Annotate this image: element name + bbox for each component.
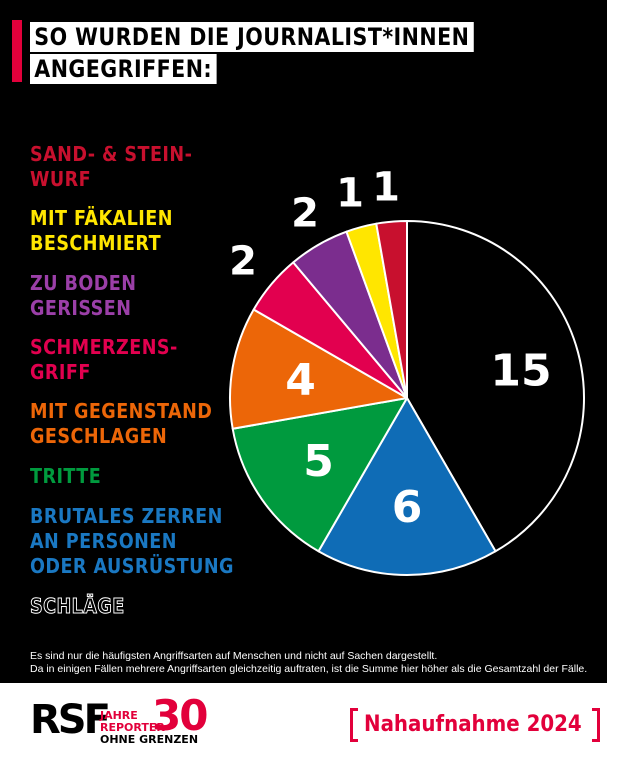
logo-line-3: OHNE GRENZEN [100,733,199,746]
title-line-2: ANGEGRIFFEN: [30,54,217,84]
pie-label-5: 2 [291,190,319,236]
legend-item-5: TRITTE [30,464,101,489]
legend-item-2-line-1: GERISSEN [30,296,132,320]
legend-item-7-line-0: SCHLÄGE [30,594,125,619]
pie-label-6: 1 [336,170,364,216]
legend-item-0: SAND- & STEIN- WURF [30,142,192,192]
nahaufnahme-badge: Nahaufnahme 2024 [350,708,600,742]
footnote-line-2: Da in einigen Fällen mehrere Angriffsart… [30,663,588,675]
pie-slice-1 [317,397,497,576]
logo-line-1: JAHRE [100,709,138,722]
pie-label-2: 5 [303,436,334,487]
pie-slice-7 [375,220,408,399]
pie-slice-2 [231,397,408,553]
pie-label-7: 1 [372,164,400,210]
logo-line-2: REPORTER [100,721,165,734]
footnote: Es sind nur die häufigsten Angriffsarten… [30,650,587,676]
legend-item-2: ZU BODEN GERISSEN [30,271,136,321]
pie-label-4: 2 [229,238,257,284]
legend-item-3-line-1: GRIFF [30,360,91,384]
legend-item-2-line-0: ZU BODEN [30,271,137,295]
legend-item-4-line-0: MIT GEGENSTAND [30,399,213,423]
legend-item-3: SCHMERZENS- GRIFF [30,335,178,385]
legend-item-6: BRUTALES ZERREN AN PERSONEN ODER AUSRÜSTUN… [30,504,234,579]
legend-item-6-line-2: ODER AUSRÜSTUNG [30,554,234,578]
title-accent-bar [12,20,22,82]
rsf-logo: RSF JAHRE REPORTER OHNE GRENZEN 30 [30,691,220,746]
legend-item-0-line-1: WURF [30,167,92,191]
legend-item-4-line-1: GESCHLAGEN [30,424,168,448]
legend-item-7: SCHLÄGE [30,594,125,619]
legend-item-1-line-0: MIT FÄKALIEN [30,206,173,230]
logo-30: 30 [152,691,208,740]
legend-item-0-line-0: SAND- & STEIN- [30,142,193,166]
legend-item-6-line-0: BRUTALES ZERREN [30,504,223,528]
bracket-right [592,708,600,742]
legend-item-1: MIT FÄKALIEN BESCHMIERT [30,206,173,256]
logo-rsf: RSF [30,697,111,743]
pie-label-3: 4 [285,355,316,406]
legend-item-5-line-0: TRITTE [30,464,102,488]
legend-item-4: MIT GEGENSTAND GESCHLAGEN [30,399,212,449]
legend-item-3-line-0: SCHMERZENS- [30,335,178,359]
legend-item-1-line-1: BESCHMIERT [30,231,162,255]
bracket-left [350,708,358,742]
pie-label-0: 15 [490,345,551,396]
title-line-1: SO WURDEN DIE JOURNALIST*INNEN [30,22,474,52]
legend-item-6-line-1: AN PERSONEN [30,529,177,553]
footnote-line-1: Es sind nur die häufigsten Angriffsarten… [30,650,438,662]
pie-slice-3 [228,308,408,430]
pie-slice-0 [406,220,585,553]
pie-label-1: 6 [392,482,423,533]
badge-text: Nahaufnahme 2024 [364,712,582,737]
